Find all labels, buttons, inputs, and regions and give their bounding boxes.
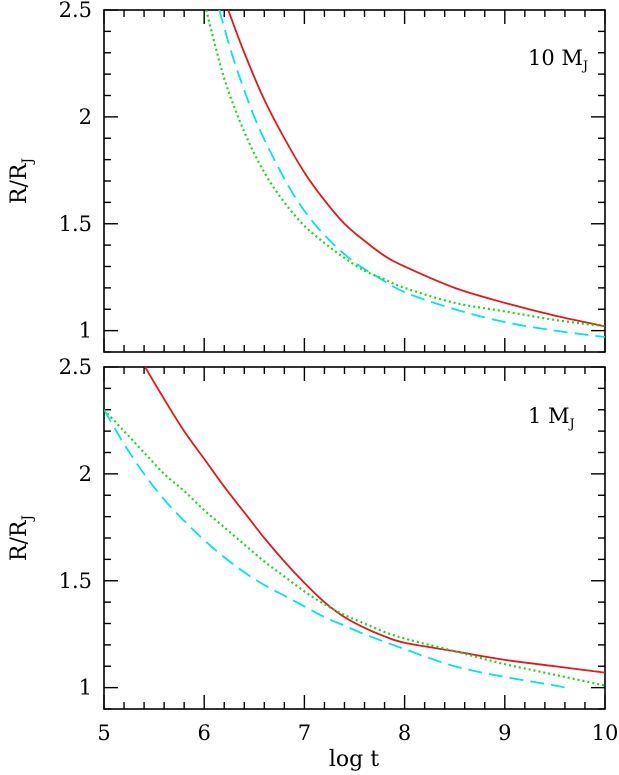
mass-annotation: 1 MJ (528, 404, 575, 432)
x-tick-label: 9 (498, 721, 511, 745)
series-group (205, 10, 605, 338)
y-tick-label: 2 (79, 462, 92, 486)
y-tick-label: 1 (79, 319, 92, 343)
series-line-dashed (218, 10, 605, 338)
y-tick-label: 1.5 (59, 569, 92, 593)
series-line-dotted (104, 408, 605, 687)
tick-marks (103, 9, 606, 353)
y-tick-labels: 1 1.5 2 2.5 (59, 355, 92, 700)
x-tick-label: 8 (398, 721, 411, 745)
y-tick-label: 2 (79, 105, 92, 129)
y-tick-label: 2.5 (59, 355, 92, 379)
x-tick-label: 7 (298, 721, 311, 745)
series-line-solid (227, 10, 605, 328)
series-line-solid (144, 367, 605, 674)
series-line-dotted (205, 10, 605, 328)
y-tick-label: 1 (79, 676, 92, 700)
y-tick-label: 1.5 (59, 212, 92, 236)
x-tick-label: 10 (592, 721, 619, 745)
series-line-dashed (104, 409, 566, 689)
x-tick-labels: 5 6 7 8 9 10 (97, 721, 618, 745)
x-tick-label: 5 (97, 721, 110, 745)
y-tick-labels: 1 1.5 2 2.5 (59, 0, 92, 343)
panel-top: 1 1.5 2 2.5 10 MJ R/RJ (7, 0, 606, 353)
x-axis-label: log t (329, 747, 379, 772)
mass-annotation: 10 MJ (528, 46, 588, 74)
panel-bottom: 1 1.5 2 2.5 5 6 7 8 9 10 1 MJ R/RJ (7, 355, 618, 745)
tick-marks (103, 366, 606, 710)
series-group (104, 367, 605, 689)
x-tick-label: 6 (198, 721, 211, 745)
y-tick-label: 2.5 (59, 0, 92, 22)
y-axis-label: R/RJ (7, 158, 36, 204)
y-axis-label: R/RJ (7, 515, 36, 561)
